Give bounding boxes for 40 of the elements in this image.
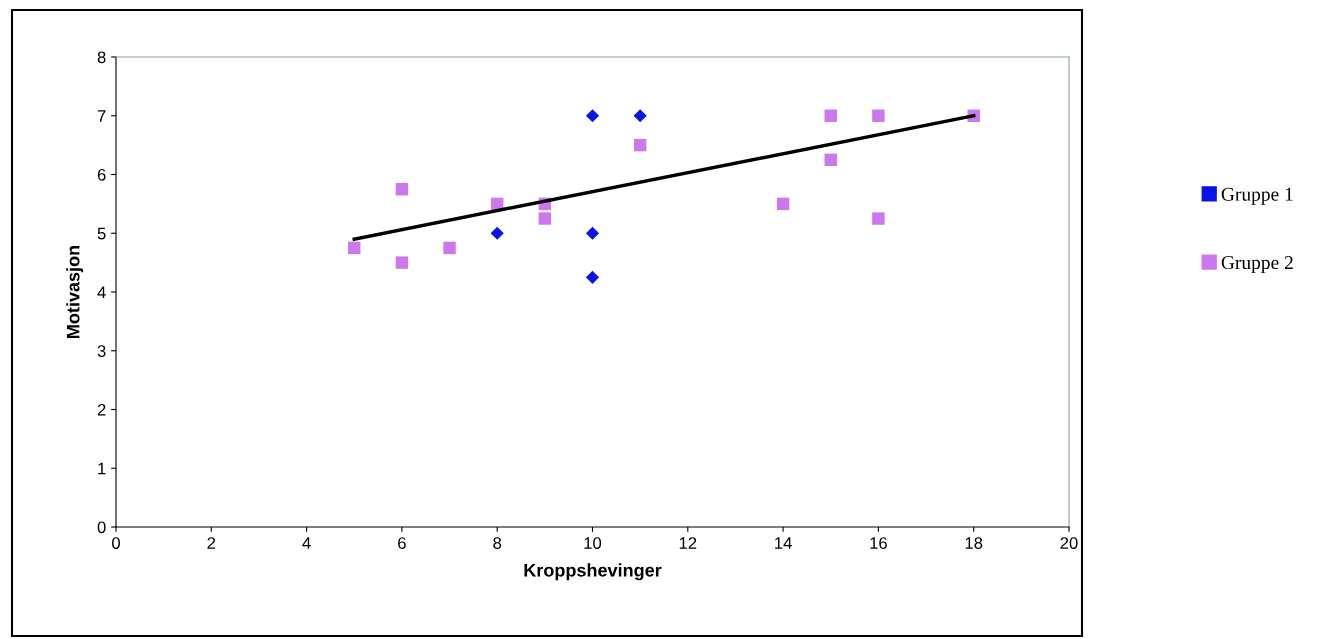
x-tick-label: 16 (870, 537, 887, 549)
point (776, 197, 790, 211)
x-tick-label: 20 (1060, 537, 1078, 549)
y-tick-label: 5 (97, 227, 106, 240)
point (824, 109, 837, 122)
y-axis-title: Motivasjon (66, 245, 84, 338)
legend-label: Gruppe 1 (1221, 187, 1293, 205)
y-tick-label: 7 (97, 110, 106, 122)
point (443, 241, 456, 255)
y-tick-label: 4 (97, 286, 106, 299)
point (585, 109, 600, 123)
x-tick-label: 2 (207, 537, 216, 549)
y-tick-label: 0 (97, 521, 106, 534)
point (633, 138, 647, 152)
x-tick-label: 6 (398, 537, 406, 549)
y-tick-label: 3 (97, 345, 106, 357)
legend-label: Gruppe 2 (1221, 256, 1293, 274)
y-tick-label: 8 (97, 51, 106, 64)
point (585, 226, 600, 240)
x-tick-label: 18 (965, 537, 983, 549)
point (395, 256, 409, 269)
x-axis-title: Kroppshevinger (524, 563, 662, 581)
x-tick-label: 14 (775, 537, 792, 549)
point (585, 270, 600, 284)
y-tick-label: 6 (97, 168, 106, 181)
x-tick-label: 10 (584, 537, 602, 549)
x-tick-label: 8 (493, 537, 502, 549)
x-tick-label: 12 (679, 537, 697, 549)
y-tick-label: 2 (97, 403, 106, 416)
point (872, 109, 885, 122)
point (538, 212, 552, 225)
point (824, 153, 837, 167)
point (872, 212, 885, 225)
point (490, 226, 504, 240)
point (348, 241, 361, 255)
x-tick-label: 0 (112, 537, 120, 549)
point (395, 182, 409, 196)
y-tick-label: 1 (98, 462, 106, 475)
point (633, 109, 647, 123)
x-tick-label: 4 (302, 537, 311, 549)
